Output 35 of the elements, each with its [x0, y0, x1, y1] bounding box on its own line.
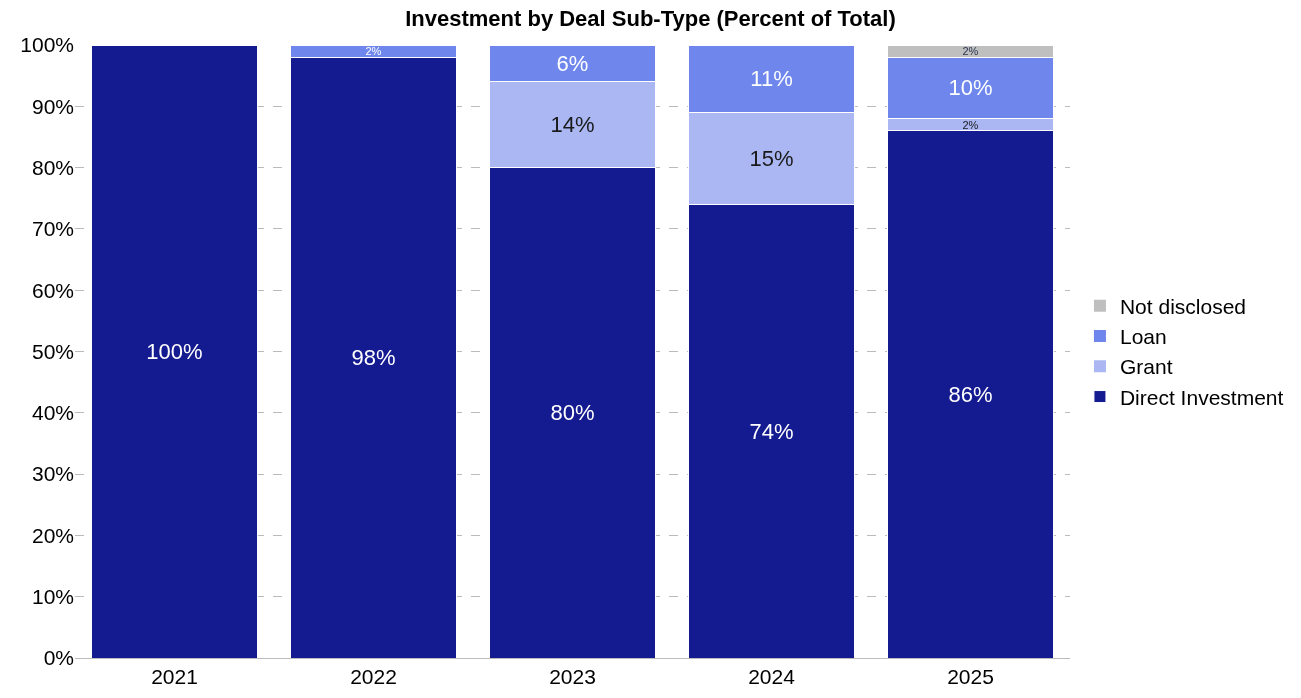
data-label: 15% [749, 145, 794, 171]
x-tick-label: 2021 [151, 665, 198, 689]
data-label: 11% [750, 66, 793, 92]
data-label: 80% [550, 400, 595, 426]
y-tick-label: 40% [31, 401, 74, 425]
legend-label: Loan [1119, 325, 1167, 349]
data-label: 6% [556, 50, 589, 76]
data-label: 74% [749, 418, 794, 444]
y-tick-label: 90% [31, 94, 74, 118]
data-label: 2% [962, 45, 979, 58]
y-tick-label: 70% [31, 217, 74, 241]
y-tick-label: 20% [31, 523, 74, 547]
y-tick-label: 50% [31, 339, 74, 363]
x-tick-label: 2023 [549, 665, 596, 689]
legend-label: Grant [1119, 355, 1173, 379]
data-label: 2% [962, 118, 979, 131]
data-label: 100% [146, 339, 203, 364]
x-tick-label: 2024 [748, 665, 796, 689]
y-tick-label: 30% [31, 462, 74, 486]
data-label: 86% [948, 381, 993, 407]
y-tick-label: 80% [31, 155, 74, 179]
legend-label: Direct Investment [1119, 385, 1284, 409]
x-tick-label: 2022 [350, 665, 397, 689]
y-tick-label: 0% [43, 646, 74, 670]
data-label: 10% [948, 75, 993, 101]
data-label: 14% [550, 112, 595, 138]
legend-label: Not disclosed [1119, 294, 1247, 318]
bar [91, 45, 258, 658]
x-tick-label: 2025 [947, 665, 994, 689]
data-label: 98% [351, 345, 396, 371]
y-tick-label: 10% [31, 585, 74, 609]
chart-title: Investment by Deal Sub-Type (Percent of Total) [405, 5, 896, 31]
y-tick-label: 60% [31, 278, 74, 302]
y-tick-label: 100% [20, 33, 74, 57]
data-label: 2% [365, 45, 382, 58]
